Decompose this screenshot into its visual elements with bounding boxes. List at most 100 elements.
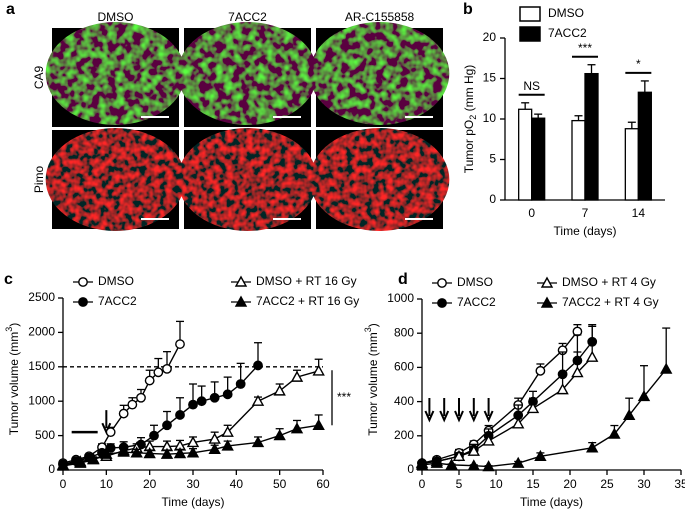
y-tick-label: 5 xyxy=(489,152,496,166)
marker xyxy=(234,295,248,307)
marker xyxy=(105,427,116,438)
marker xyxy=(512,456,525,468)
legend-label: DMSO + RT 16 Gy xyxy=(256,274,357,288)
marker xyxy=(273,384,286,396)
marker xyxy=(312,418,325,430)
marker xyxy=(130,446,143,458)
y-tick-label: 1000 xyxy=(387,291,414,305)
y-tick-label: 200 xyxy=(394,428,414,442)
column-label: DMSO xyxy=(98,10,134,24)
panel-label: b xyxy=(463,1,473,18)
marker xyxy=(235,379,246,389)
treatment-arrow xyxy=(454,398,464,423)
marker xyxy=(430,456,443,468)
marker xyxy=(452,449,466,462)
marker xyxy=(540,296,554,308)
y-tick-label: 800 xyxy=(394,325,414,339)
y-axis-label: Tumor volume (mm3) xyxy=(363,323,380,436)
x-tick-label: 10 xyxy=(100,477,114,491)
column-label: 7ACC2 xyxy=(228,10,267,24)
series-line xyxy=(421,341,593,464)
legend-label: DMSO xyxy=(98,274,134,288)
marker xyxy=(540,276,554,288)
x-tick-label: 5 xyxy=(456,477,463,491)
treatment-arrow xyxy=(439,398,450,423)
x-tick-label: 0 xyxy=(528,206,535,220)
x-tick-label: 40 xyxy=(230,477,244,491)
legend-label: 7ACC2 xyxy=(98,294,137,308)
x-axis-label: Time (days) xyxy=(520,495,583,509)
bar xyxy=(584,72,599,201)
marker xyxy=(127,399,138,410)
marker xyxy=(660,362,673,374)
marker xyxy=(196,396,207,407)
marker xyxy=(175,410,185,420)
series-line xyxy=(421,331,578,464)
x-tick-label: 10 xyxy=(489,477,503,491)
tissue xyxy=(309,22,450,125)
y-axis-label-part: ) xyxy=(366,323,380,327)
marker xyxy=(208,432,221,444)
marker xyxy=(78,297,88,307)
bar xyxy=(624,128,639,201)
y-tick-label: 2500 xyxy=(28,290,55,304)
marker xyxy=(222,389,233,400)
marker xyxy=(186,446,200,458)
y-tick-label: 1500 xyxy=(28,359,55,373)
x-tick-label: 0 xyxy=(419,477,426,491)
significance-label: NS xyxy=(523,79,540,93)
legend-label: 7ACC2 xyxy=(457,295,496,309)
marker xyxy=(208,442,221,455)
y-axis-label: Tumor volume (mm3) xyxy=(4,323,21,436)
marker xyxy=(153,367,164,378)
legend-label: 7ACC2 + RT 16 Gy xyxy=(256,294,359,308)
treatment-arrow xyxy=(483,398,494,423)
marker xyxy=(188,399,198,410)
marker xyxy=(608,427,621,439)
tissue xyxy=(177,128,318,231)
x-tick-label: 30 xyxy=(637,477,651,491)
marker xyxy=(144,375,155,386)
y-tick-label: 0 xyxy=(407,462,414,476)
y-axis-label-part: ) xyxy=(7,323,21,327)
marker xyxy=(512,417,525,429)
legend-swatch xyxy=(519,26,541,42)
x-tick-label: 25 xyxy=(600,477,614,491)
marker xyxy=(623,408,636,420)
x-axis-label: Time (days) xyxy=(554,224,617,238)
marker xyxy=(221,425,234,437)
tissue xyxy=(177,22,318,125)
row-label: CA9 xyxy=(32,66,46,90)
marker xyxy=(637,390,651,402)
marker xyxy=(149,430,159,441)
y-tick-label: 1000 xyxy=(28,393,55,407)
y-tick-label: 0 xyxy=(489,192,496,206)
tissue xyxy=(45,22,186,125)
marker xyxy=(160,447,174,459)
marker xyxy=(87,453,100,465)
marker xyxy=(586,441,599,453)
panel-label: d xyxy=(398,271,408,288)
y-tick-label: 500 xyxy=(35,428,55,442)
y-tick-label: 2000 xyxy=(28,325,55,339)
x-tick-label: 50 xyxy=(273,477,287,491)
x-tick-label: 35 xyxy=(674,477,685,491)
legend-swatch xyxy=(519,6,541,22)
marker xyxy=(251,394,265,406)
marker xyxy=(56,459,70,471)
marker xyxy=(209,392,220,403)
marker xyxy=(118,408,129,419)
marker xyxy=(482,460,495,472)
x-tick-label: 0 xyxy=(60,477,67,491)
y-tick-label: 600 xyxy=(394,360,414,374)
y-tick-label: 400 xyxy=(394,394,414,408)
marker xyxy=(253,360,263,371)
marker xyxy=(586,350,599,362)
bar xyxy=(531,117,546,201)
y-axis-label-part: Tumor pO xyxy=(462,120,476,174)
column-label: AR-C155858 xyxy=(345,10,415,24)
marker xyxy=(117,445,130,457)
panel-label: a xyxy=(6,1,15,18)
marker xyxy=(290,370,304,382)
